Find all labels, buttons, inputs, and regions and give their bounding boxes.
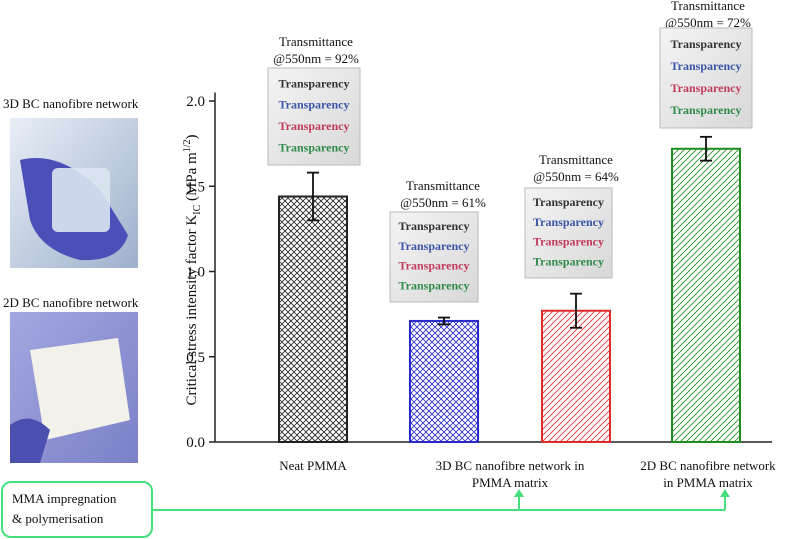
annotation: Transmittance bbox=[671, 0, 745, 13]
bar bbox=[278, 195, 348, 443]
annotation: @550nm = 92% bbox=[273, 51, 359, 66]
sheet-text: Transparency bbox=[671, 59, 742, 73]
sheet bbox=[524, 187, 613, 279]
y-tick-label: 0.0 bbox=[186, 435, 205, 451]
sheet-text: Transparency bbox=[279, 119, 350, 133]
process-text: & polymerisation bbox=[12, 511, 104, 526]
x-tick-label: 2D BC nanofibre network bbox=[640, 458, 776, 473]
process-text: MMA impregnation bbox=[12, 491, 117, 506]
photo-2d bbox=[10, 312, 138, 463]
sheet-text: Transparency bbox=[671, 103, 742, 117]
bar bbox=[541, 309, 611, 443]
annotation: @550nm = 72% bbox=[665, 15, 751, 30]
sheet-text: Transparency bbox=[399, 259, 470, 273]
transparency-photo: Transparency Transparency Transparency Tran… bbox=[389, 211, 479, 303]
sheet bbox=[389, 211, 479, 303]
sheet bbox=[659, 27, 753, 129]
transparency-photo: Transparency Transparency Transparency Tran… bbox=[267, 67, 361, 166]
sheet-text: Transparency bbox=[279, 98, 350, 112]
sheet-text: Transparency bbox=[279, 140, 350, 154]
sheet bbox=[267, 67, 361, 166]
y-tick-label: 0.5 bbox=[186, 350, 205, 366]
y-tick-label: 1.0 bbox=[186, 265, 205, 281]
y-tick-label: 2.0 bbox=[186, 94, 205, 110]
bar bbox=[671, 147, 741, 443]
x-tick-label: Neat PMMA bbox=[279, 458, 347, 473]
bar bbox=[409, 319, 479, 443]
x-tick-label: 3D BC nanofibre network in bbox=[436, 458, 585, 473]
annotation: Transmittance bbox=[406, 178, 480, 193]
sheet-text: Transparency bbox=[671, 81, 742, 95]
sheet-text: Transparency bbox=[533, 195, 604, 209]
sheet-text: Transparency bbox=[533, 215, 604, 229]
sheet-text: Transparency bbox=[399, 239, 470, 253]
sheet-text: Transparency bbox=[533, 235, 604, 249]
x-tick-label: PMMA matrix bbox=[472, 475, 549, 490]
annotation: @550nm = 64% bbox=[533, 169, 619, 184]
annotation: Transmittance bbox=[279, 34, 353, 49]
annotation: @550nm = 61% bbox=[400, 195, 486, 210]
sheet-text: Transparency bbox=[279, 76, 350, 90]
transparency-photo: Transparency Transparency Transparency Tran… bbox=[524, 187, 613, 279]
process-arrows bbox=[152, 489, 730, 511]
sheet-text: Transparency bbox=[399, 278, 470, 292]
transparency-photo: Transparency Transparency Transparency Tran… bbox=[659, 27, 753, 129]
sheet-text: Transparency bbox=[399, 219, 470, 233]
sheet-text: Transparency bbox=[533, 254, 604, 268]
photo-3d bbox=[10, 118, 138, 268]
photo-label: 3D BC nanofibre network bbox=[3, 96, 139, 111]
photo-label: 2D BC nanofibre network bbox=[3, 295, 139, 310]
y-axis-label: Critical stress intensity factor KIC (MP… bbox=[182, 134, 203, 405]
sheet-text: Transparency bbox=[671, 37, 742, 51]
y-tick-label: 1.5 bbox=[186, 179, 205, 195]
x-tick-label: in PMMA matrix bbox=[663, 475, 753, 490]
annotation: Transmittance bbox=[539, 152, 613, 167]
